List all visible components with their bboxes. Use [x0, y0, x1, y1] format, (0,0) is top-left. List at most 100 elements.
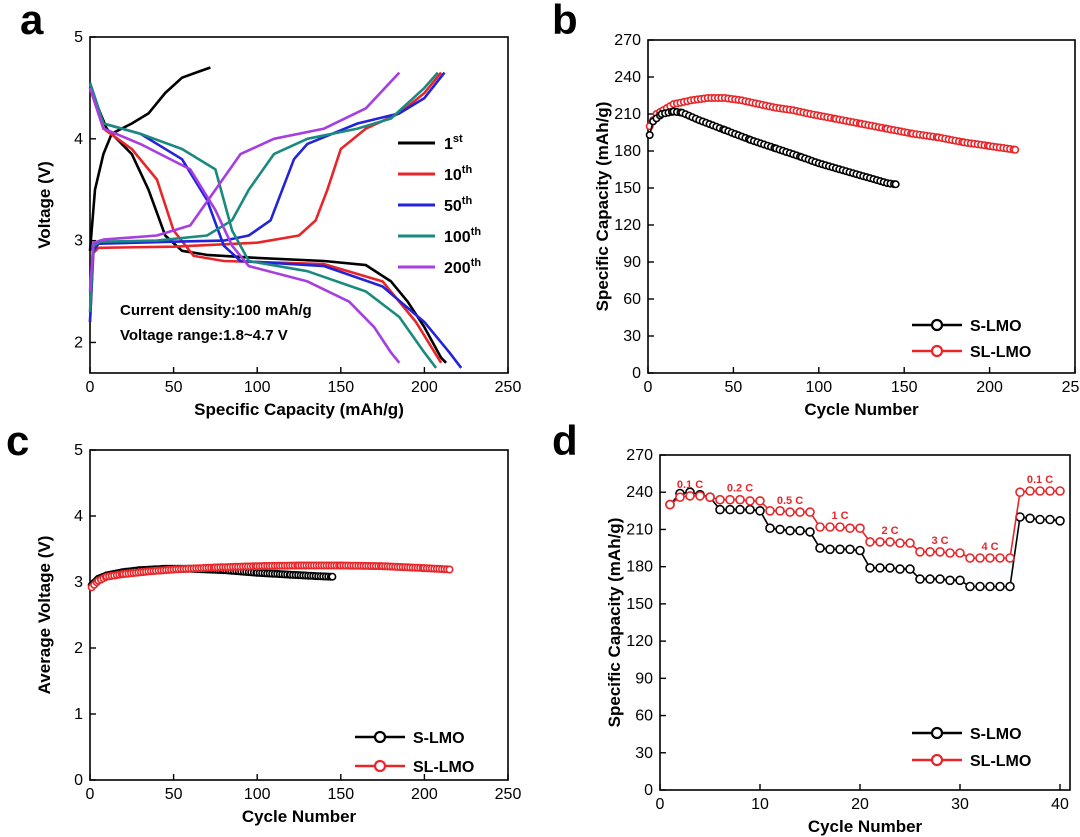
- panel-letter-d: d: [552, 417, 578, 464]
- x-tick-label: 100: [244, 379, 271, 396]
- condition-annotation: Voltage range:1.8~4.7 V: [120, 327, 288, 344]
- x-tick-label: 0: [656, 796, 665, 813]
- x-axis-label: Cycle Number: [242, 807, 357, 826]
- series-line: [669, 491, 1061, 588]
- legend: S-LMO SL-LMO: [355, 730, 474, 776]
- data-point: [995, 553, 1005, 563]
- data-point: [825, 522, 835, 532]
- legend-label: S-LMO: [413, 730, 465, 747]
- data-point: [645, 131, 654, 140]
- x-tick-label: 200: [976, 379, 1003, 396]
- data-point: [955, 575, 965, 586]
- y-tick-label: 90: [635, 670, 653, 687]
- data-point: [975, 553, 985, 563]
- y-tick-label: 60: [635, 708, 653, 725]
- plot-frame: [647, 39, 1076, 374]
- data-point: [885, 537, 895, 547]
- data-point: [705, 492, 715, 503]
- y-tick-label: 150: [626, 596, 653, 613]
- x-tick-label: 0: [86, 786, 95, 803]
- y-tick-label: 270: [614, 32, 641, 49]
- y-tick-label: 240: [614, 69, 641, 86]
- legend-label-sup: th: [471, 257, 482, 269]
- x-tick-label: 0: [644, 379, 653, 396]
- legend-label-main: 1: [444, 136, 453, 153]
- y-tick-label: 120: [626, 633, 653, 650]
- x-tick-label: 150: [891, 379, 918, 396]
- legend-label: SL-LMO: [970, 344, 1031, 361]
- data-point: [915, 574, 925, 584]
- y-tick-label: 240: [626, 484, 653, 501]
- data-point: [795, 507, 805, 517]
- data-point: [755, 496, 765, 506]
- y-tick-label: 180: [626, 559, 653, 576]
- series-S-LMO: [645, 107, 900, 189]
- rate-label: 1 C: [831, 510, 848, 522]
- data-point: [825, 544, 835, 555]
- panel-b-cycling-capacity: 0 50 100 150 200 250 0 30 60 90 120 150 180 210 240 270…: [593, 32, 1080, 419]
- legend-marker: [373, 759, 387, 773]
- data-point: [775, 524, 785, 535]
- data-point: [785, 507, 795, 517]
- y-tick-label: 30: [635, 745, 653, 762]
- series-SL-LMO: [645, 94, 1020, 154]
- data-point: [975, 581, 985, 592]
- data-point: [735, 504, 745, 515]
- series-S-LMO: [665, 487, 1065, 592]
- panel-c-average-voltage: 0 50 100 150 200 250 0 1 2 3 4 5 Cycle Number Average…: [35, 442, 521, 826]
- data-point: [895, 538, 905, 548]
- data-point: [855, 545, 865, 556]
- data-point: [725, 504, 735, 515]
- data-point: [865, 537, 875, 547]
- data-point: [665, 499, 675, 510]
- y-tick-label: 3: [74, 233, 83, 250]
- legend-marker: [930, 344, 944, 358]
- data-point: [815, 522, 825, 532]
- data-point: [985, 581, 995, 592]
- data-point: [1011, 145, 1020, 154]
- data-point: [675, 492, 685, 503]
- data-point: [965, 553, 975, 563]
- y-tick-label: 120: [614, 217, 641, 234]
- data-point: [845, 523, 855, 534]
- y-tick-label: 2: [74, 640, 83, 657]
- data-point: [795, 525, 805, 536]
- discharge-curve: [88, 87, 401, 364]
- x-axis-label: Cycle Number: [804, 400, 919, 419]
- condition-annotation: Current density:100 mAh/g: [120, 302, 312, 319]
- data-point: [925, 546, 935, 557]
- data-point: [935, 546, 945, 557]
- plot-frame: [89, 449, 509, 781]
- data-point: [985, 553, 995, 563]
- x-tick-label: 100: [244, 786, 271, 803]
- legend-marker: [930, 726, 944, 740]
- charge-curve: [88, 71, 446, 323]
- y-tick-label: 60: [623, 291, 641, 308]
- y-axis-label: Specific Capacity (mAh/g): [605, 518, 624, 728]
- charge-curve: [88, 66, 211, 251]
- y-tick-label: 2: [74, 334, 83, 351]
- legend-label: 50th: [444, 195, 472, 215]
- legend-label-sup: th: [462, 164, 473, 176]
- legend-label-sup: th: [471, 226, 482, 238]
- data-point: [891, 180, 900, 189]
- data-point: [805, 527, 815, 537]
- data-point: [715, 494, 725, 505]
- data-point: [965, 581, 975, 592]
- panel-letter-c: c: [6, 417, 29, 464]
- x-axis-label: Specific Capacity (mAh/g): [194, 400, 404, 419]
- data-point: [1035, 486, 1045, 496]
- y-axis-label: Voltage (V): [35, 161, 54, 249]
- x-tick-label: 200: [411, 379, 438, 396]
- data-point: [1025, 513, 1035, 524]
- y-tick-label: 150: [614, 180, 641, 197]
- y-tick-label: 0: [632, 365, 641, 382]
- y-tick-label: 3: [74, 574, 83, 591]
- y-tick-label: 30: [623, 328, 641, 345]
- data-point: [735, 494, 745, 505]
- data-point: [835, 544, 845, 555]
- data-point: [895, 564, 905, 574]
